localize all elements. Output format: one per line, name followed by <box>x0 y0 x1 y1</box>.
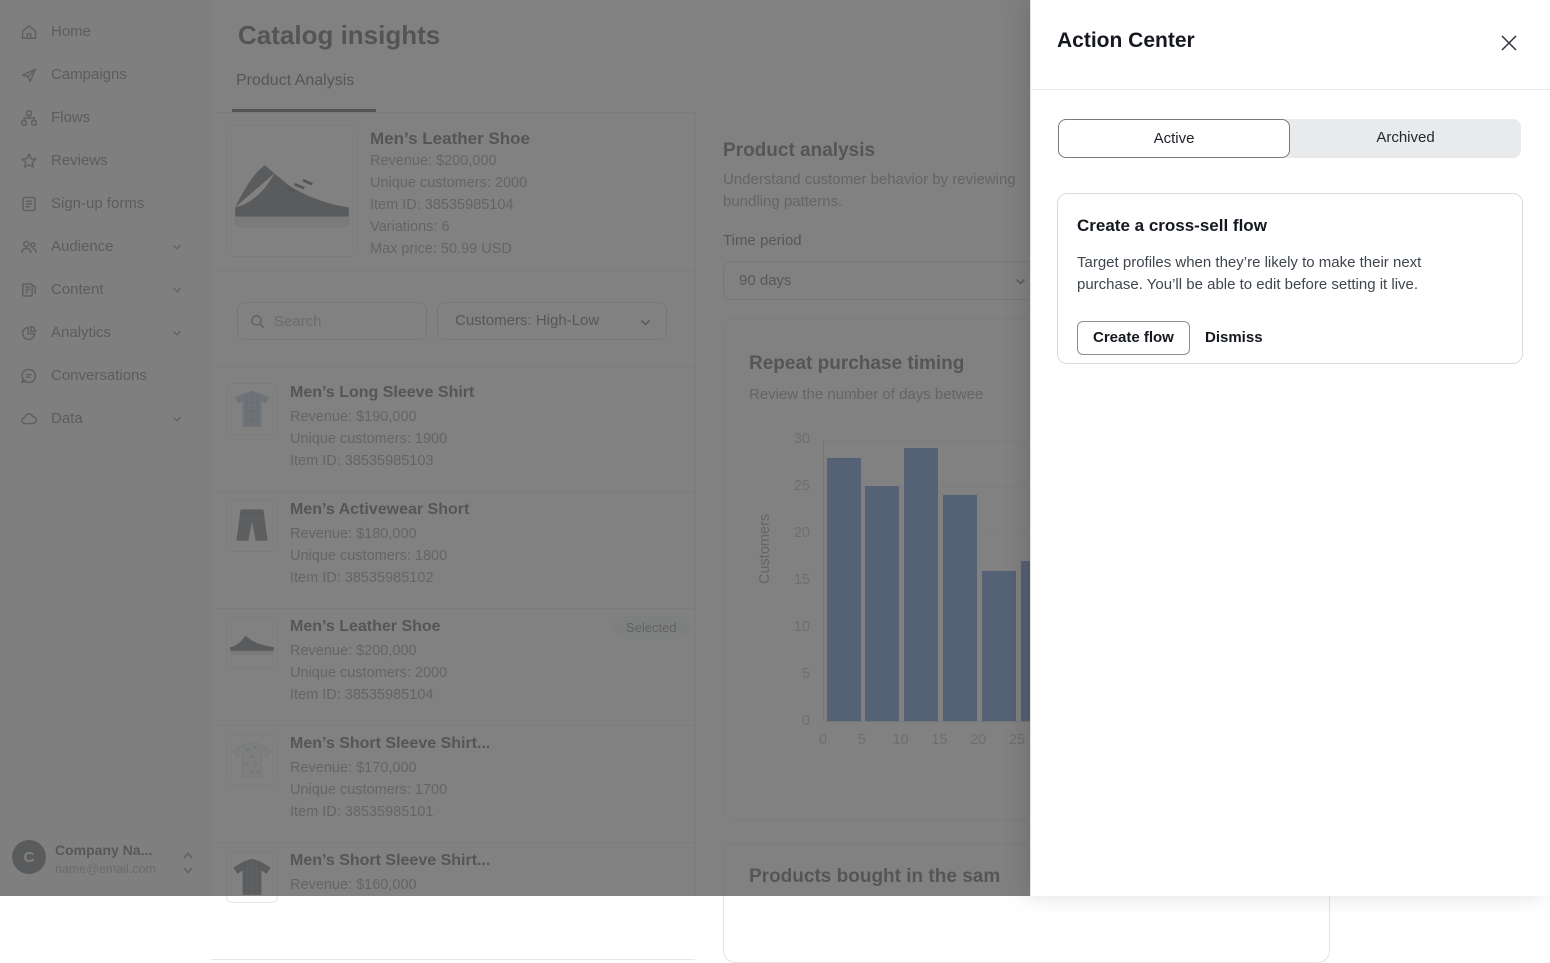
tab-active[interactable]: Active <box>1058 119 1290 158</box>
divider <box>1031 89 1550 90</box>
cross-sell-card-body: Target profiles when they’re likely to m… <box>1077 254 1422 293</box>
cross-sell-flow-card: Create a cross-sell flow Target profiles… <box>1057 193 1523 364</box>
action-center-drawer: Action Center Active Archived Create a c… <box>1030 0 1550 896</box>
active-archived-toggle: Active Archived <box>1058 119 1521 158</box>
create-flow-button[interactable]: Create flow <box>1077 321 1190 355</box>
close-icon[interactable] <box>1498 32 1520 54</box>
dismiss-button[interactable]: Dismiss <box>1205 329 1263 346</box>
cross-sell-card-title: Create a cross-sell flow <box>1077 216 1267 235</box>
tab-archived[interactable]: Archived <box>1376 129 1435 146</box>
drawer-title: Action Center <box>1057 29 1195 52</box>
